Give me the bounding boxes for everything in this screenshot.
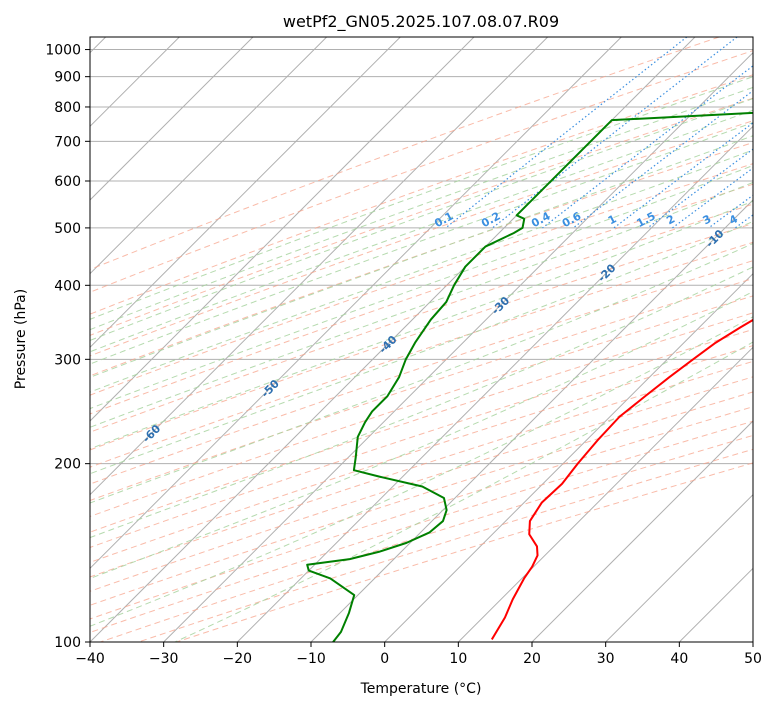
mixing-ratio-label: 0.1 [432, 209, 455, 230]
moist-adiabat-line [90, 135, 753, 378]
y-tick-label: 200 [54, 457, 81, 473]
y-axis-title: Pressure (hPa) [13, 289, 29, 389]
moist-adiabat-line [90, 316, 753, 627]
mixing-ratio-label: 1 [606, 212, 619, 227]
isotherm-line [90, 37, 254, 201]
mixing-ratio-label: 6 [766, 212, 775, 227]
x-tick-label: 10 [449, 651, 467, 667]
x-tick-label: −30 [149, 651, 179, 667]
moist-adiabat-line [90, 98, 753, 341]
moist-adiabat-line [90, 86, 753, 331]
y-tick-label: 400 [54, 278, 81, 294]
y-tick-label: 800 [54, 100, 81, 116]
isotherm-label: -30 [489, 294, 512, 317]
moist-adiabat-line [90, 121, 753, 365]
mixing-ratio-label: 3 [701, 212, 714, 227]
isotherm-line [90, 37, 475, 422]
temperature-profile [490, 318, 753, 640]
y-tick-label: 700 [54, 134, 81, 150]
x-tick-label: 0 [380, 651, 389, 667]
isotherm-line [605, 493, 753, 642]
x-tick-label: 30 [597, 651, 615, 667]
mixing-ratio-label: 0.4 [529, 209, 553, 230]
mixing-ratio-label: 0.6 [560, 209, 584, 230]
isotherm-label: -70 [15, 474, 38, 497]
y-axis: 1000 900 800 700 600 500 400 300 200 100 [45, 43, 90, 651]
moist-adiabat-line [90, 164, 753, 410]
moist-adiabat-line [90, 266, 753, 539]
dry-adiabat-line [90, 222, 753, 451]
dry-adiabat-line [90, 260, 753, 485]
y-tick-label: 1000 [45, 43, 81, 59]
y-tick-label: 500 [54, 221, 81, 237]
isotherm-labels: 0.10.20.40.611.52346810131620253036-100-… [15, 209, 775, 497]
isotherm-line [236, 125, 753, 642]
moist-adiabat-line [90, 76, 753, 320]
dry-adiabat-line [90, 420, 753, 633]
y-tick-label: 300 [54, 352, 81, 368]
mixing-ratio-line [734, 214, 753, 229]
chart-title: wetPf2_GN05.2025.107.08.07.R09 [283, 12, 559, 32]
plot-frame [89, 36, 754, 643]
moist-adiabat-line [90, 181, 753, 428]
mixing-ratio-line [542, 65, 753, 229]
y-tick-label: 900 [54, 70, 81, 86]
isotherm-line [90, 37, 401, 349]
dry-adiabat-line [90, 360, 753, 578]
dry-adiabat-line [90, 277, 753, 502]
isotherm-line [163, 51, 753, 642]
isotherm-line [90, 37, 549, 496]
isotherm-label: -20 [595, 261, 618, 284]
isotherm-line [384, 272, 753, 642]
dry-adiabat-line [90, 312, 753, 533]
x-tick-label: 40 [670, 651, 688, 667]
profile-lines [306, 111, 753, 642]
y-tick-label: 100 [54, 635, 81, 651]
x-tick-label: 20 [523, 651, 541, 667]
moist-adiabat-line [90, 200, 753, 450]
y-tick-label: 600 [54, 174, 81, 190]
dry-adiabat-line [90, 37, 720, 271]
isotherm-line [90, 37, 328, 275]
isotherm-label: -50 [259, 377, 282, 400]
x-tick-label: −40 [75, 651, 105, 667]
dry-adiabat-line [90, 163, 753, 396]
moist-adiabat-line [90, 291, 753, 579]
x-tick-label: −10 [296, 651, 326, 667]
mixing-ratio-line [613, 122, 753, 229]
dry-adiabat-line [100, 434, 753, 642]
isotherm-label: -60 [140, 422, 163, 445]
isotherm-line [90, 37, 622, 570]
dry-adiabat-line [90, 142, 753, 377]
mixing-ratio-label: 2 [664, 212, 677, 227]
x-axis-title: Temperature (°C) [360, 681, 482, 697]
mixing-ratio-label: 1.5 [634, 209, 657, 230]
plot-area [90, 37, 753, 642]
dry-adiabat-line [90, 74, 753, 315]
isotherm-line [752, 641, 753, 642]
x-tick-label: 50 [744, 651, 762, 667]
isotherm-line [531, 420, 753, 642]
dry-adiabat-line [90, 203, 753, 433]
isotherm-line [678, 567, 753, 642]
x-tick-label: −20 [223, 651, 253, 667]
x-axis: −40 −30 −20 −10 0 10 20 30 40 50 [75, 642, 762, 667]
dry-adiabat-line [90, 391, 753, 606]
mixing-ratio-line [572, 89, 753, 229]
moist-adiabat-line [90, 242, 753, 504]
isotherm-line [457, 346, 753, 642]
mixing-ratio-line [672, 167, 753, 229]
mixing-ratio-line [445, 37, 688, 229]
dry-adiabat-line [90, 97, 753, 336]
mixing-ratio-line [492, 37, 738, 229]
dry-adiabat-line [90, 50, 753, 293]
dewpoint-profile [306, 111, 753, 642]
